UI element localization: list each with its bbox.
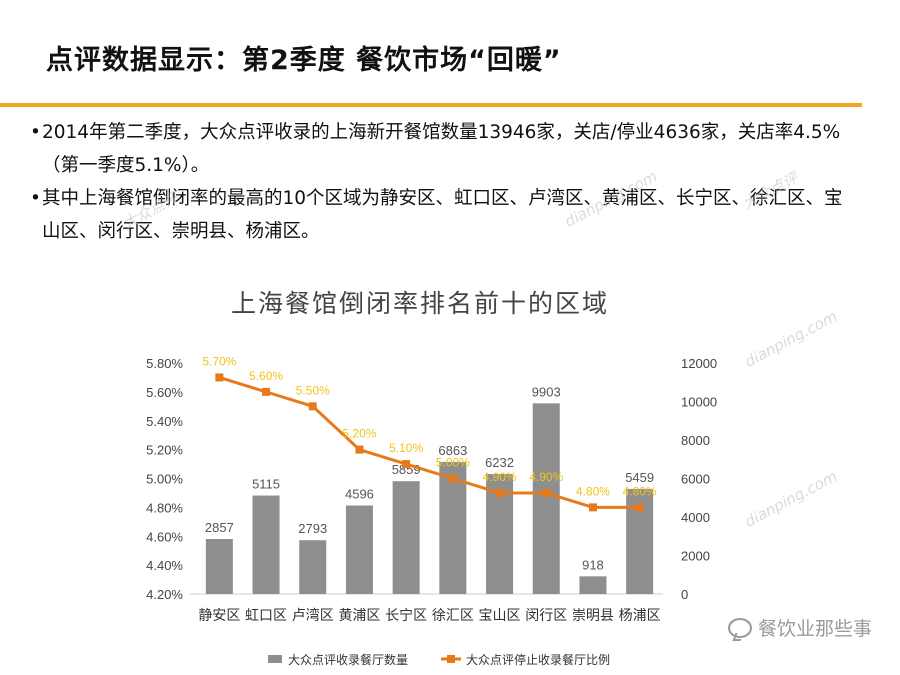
y-right-tick-label: 0 <box>681 587 688 602</box>
bar-data-label: 918 <box>582 557 604 572</box>
x-tick-label: 崇明县 <box>572 608 614 624</box>
line-point <box>262 387 271 396</box>
bar <box>252 495 280 594</box>
bar-data-label: 6863 <box>438 443 467 458</box>
legend-label: 大众点评停止收录餐厅比例 <box>466 652 610 667</box>
line-data-label: 5.00% <box>436 456 470 470</box>
y-right-tick-label: 10000 <box>681 395 717 410</box>
y-right-tick-label: 4000 <box>681 510 710 525</box>
y-right-tick-label: 12000 <box>681 356 717 371</box>
bar-data-label: 2857 <box>205 520 234 535</box>
wechat-icon <box>727 617 752 638</box>
bullet-text: 其中上海餐馆倒闭率的最高的10个区域为静安区、虹口区、卢湾区、黄浦区、长宁区、徐… <box>42 188 843 242</box>
line-data-label: 4.90% <box>483 470 517 484</box>
line-point <box>355 445 364 454</box>
y-left-tick-label: 5.40% <box>146 414 183 429</box>
y-left-tick-label: 4.20% <box>146 587 183 602</box>
y-left-tick-label: 5.80% <box>146 356 183 371</box>
bar <box>392 481 420 594</box>
line-point <box>495 488 504 497</box>
line-data-label: 5.70% <box>202 354 236 368</box>
bar <box>439 461 467 594</box>
page-title: 点评数据显示：第2季度 餐饮市场“回暖” <box>46 45 562 76</box>
bar <box>299 540 327 594</box>
bar <box>579 576 607 594</box>
bar <box>205 539 233 594</box>
line-point <box>542 488 551 497</box>
line-data-label: 5.10% <box>389 441 423 455</box>
y-left-tick-label: 5.60% <box>146 385 183 400</box>
y-left-tick-label: 4.60% <box>146 529 183 544</box>
line-data-label: 5.20% <box>342 427 376 441</box>
line-data-label: 5.60% <box>249 369 283 383</box>
line-data-label: 4.90% <box>529 470 563 484</box>
bar-data-label: 6232 <box>485 455 514 470</box>
line-point <box>308 402 317 411</box>
bullet-list: •2014年第二季度，大众点评收录的上海新开餐馆数量13946家，关店/停业46… <box>30 116 850 248</box>
bar-data-label: 4596 <box>345 487 374 502</box>
x-tick-label: 徐汇区 <box>432 608 474 624</box>
y-left-tick-label: 5.00% <box>146 472 183 487</box>
line-data-label: 4.80% <box>623 484 657 498</box>
y-right-tick-label: 6000 <box>681 472 710 487</box>
x-tick-label: 黄浦区 <box>338 607 380 624</box>
x-tick-label: 静安区 <box>198 608 240 624</box>
bullet-item: •2014年第二季度，大众点评收录的上海新开餐馆数量13946家，关店/停业46… <box>30 122 841 176</box>
x-tick-label: 宝山区 <box>479 608 521 624</box>
line-point <box>635 503 644 512</box>
bar-data-label: 2793 <box>298 521 327 536</box>
legend-label: 大众点评收录餐厅数量 <box>288 652 408 667</box>
bar <box>532 403 560 594</box>
x-tick-label: 杨浦区 <box>619 608 661 624</box>
brand-badge: 餐饮业那些事 <box>727 614 872 641</box>
bar-data-label: 5459 <box>625 470 654 485</box>
y-left-tick-label: 4.40% <box>146 558 183 573</box>
line-data-label: 4.80% <box>576 484 610 498</box>
x-tick-label: 虹口区 <box>245 608 287 624</box>
bar-data-label: 9903 <box>532 384 561 399</box>
line-series <box>218 376 640 509</box>
line-point <box>402 460 411 469</box>
x-tick-label: 卢湾区 <box>292 607 334 624</box>
x-tick-label: 长宁区 <box>385 607 427 624</box>
y-right-tick-label: 8000 <box>681 433 710 448</box>
chart-title: 上海餐馆倒闭率排名前十的区域 <box>230 289 609 318</box>
y-right-tick-label: 2000 <box>681 549 710 564</box>
bullet-text: 2014年第二季度，大众点评收录的上海新开餐馆数量13946家，关店/停业463… <box>42 122 841 176</box>
line-point <box>588 503 597 512</box>
line-point <box>448 474 457 483</box>
legend-swatch-bar <box>268 655 282 663</box>
bullet-item: •其中上海餐馆倒闭率的最高的10个区域为静安区、虹口区、卢湾区、黄浦区、长宁区、… <box>30 188 843 242</box>
x-tick-label: 闵行区 <box>525 608 567 624</box>
line-data-label: 5.50% <box>296 383 330 397</box>
legend-swatch-marker <box>447 655 455 663</box>
brand-label: 餐饮业那些事 <box>757 618 872 640</box>
bar <box>345 505 373 594</box>
y-left-tick-label: 5.20% <box>146 443 183 458</box>
bar-data-label: 5115 <box>252 477 280 492</box>
y-left-tick-label: 4.80% <box>146 500 183 515</box>
title-divider <box>0 103 862 107</box>
line-point <box>215 373 224 382</box>
